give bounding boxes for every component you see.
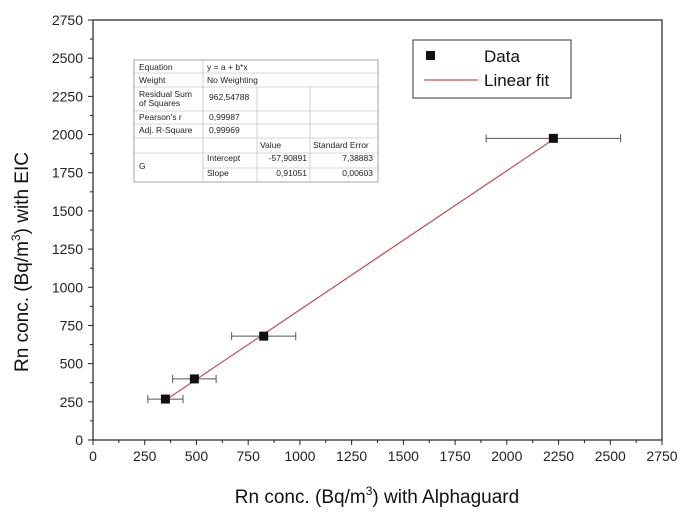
legend-fit-label: Linear fit — [484, 71, 549, 90]
fit-table-param-slope: Slope — [207, 168, 229, 178]
y-tick-label: 2500 — [52, 50, 83, 66]
fit-table-value-weight: No Weighting — [207, 75, 258, 85]
x-axis-label: Rn conc. (Bq/m3) with Alphaguard — [235, 484, 519, 508]
fit-table-label-pearson: Pearson's r — [139, 112, 182, 122]
x-tick-label: 1750 — [440, 448, 471, 464]
axes: 0 250 500 750 1000 1250 1500 1750 2000 2250 2500 27… — [52, 12, 678, 464]
legend: Data Linear fit — [412, 39, 572, 99]
x-tick-label: 0 — [89, 448, 97, 464]
y-axis-label-post: ) with EIC — [12, 152, 33, 234]
data-point — [259, 331, 269, 341]
y-tick-label: 0 — [75, 432, 83, 448]
fit-table-header-error: Standard Error — [313, 140, 369, 150]
legend-data-marker — [426, 51, 435, 60]
y-tick-label: 2250 — [52, 88, 83, 104]
fit-table-label-equation: Equation — [139, 62, 173, 72]
y-tick-label: 250 — [60, 394, 84, 410]
y-tick-label: 1000 — [52, 279, 83, 295]
x-tick-label: 2000 — [491, 448, 522, 464]
x-tick-label: 1500 — [388, 448, 419, 464]
legend-frame — [412, 39, 572, 99]
y-tick-label: 500 — [60, 356, 84, 372]
fit-statistics-table: Equation Weight Residual Sum of Squares … — [133, 59, 379, 183]
data-point — [189, 374, 199, 384]
y-tick-label: 1500 — [52, 203, 83, 219]
y-axis-label: Rn conc. (Bq/m3) with EIC — [9, 152, 33, 372]
x-tick-label: 500 — [185, 448, 209, 464]
fit-table-gridlines — [134, 60, 378, 182]
x-tick-label: 1000 — [284, 448, 315, 464]
fit-table-value-adj-r-square: 0,99969 — [209, 125, 240, 135]
data-point — [548, 133, 558, 143]
fit-table-slope-error: 0,00603 — [342, 168, 373, 178]
fit-series — [165, 138, 554, 401]
y-axis-label-sup: 3 — [9, 234, 23, 241]
fit-table-header-value: Value — [260, 140, 281, 150]
y-tick-label: 1250 — [52, 241, 83, 257]
fit-table-value-pearson: 0,99987 — [209, 112, 240, 122]
fit-table-slope-value: 0,91051 — [276, 168, 307, 178]
x-axis-label-pre: Rn conc. (Bq/m — [235, 487, 366, 508]
y-axis-label-pre: Rn conc. (Bq/m — [12, 241, 33, 372]
fit-table-frame — [133, 59, 379, 183]
legend-data-label: Data — [484, 47, 520, 66]
fit-table-label-adj-r-square: Adj. R-Square — [139, 125, 193, 135]
x-tick-label: 2750 — [646, 448, 677, 464]
fit-table-value-rss: 962,54788 — [209, 92, 249, 102]
y-tick-label: 1750 — [52, 165, 83, 181]
fit-table-group: G — [139, 161, 146, 171]
fit-table-intercept-value: -57,90891 — [269, 153, 308, 163]
fit-table-label-rss-line1: Residual Sum — [139, 89, 192, 99]
fit-table-label-rss-line2: of Squares — [139, 98, 180, 108]
x-tick-label: 2250 — [543, 448, 574, 464]
data-point — [160, 394, 170, 404]
x-tick-label: 2500 — [595, 448, 626, 464]
fit-table-label-weight: Weight — [139, 75, 166, 85]
fit-table-intercept-error: 7,38883 — [342, 153, 373, 163]
fit-table-param-intercept: Intercept — [207, 153, 241, 163]
y-tick-label: 2000 — [52, 127, 83, 143]
x-tick-label: 750 — [237, 448, 261, 464]
x-axis-label-post: ) with Alphaguard — [372, 487, 519, 508]
fit-line — [165, 138, 554, 401]
y-tick-label: 2750 — [52, 12, 83, 28]
y-tick-label: 750 — [60, 317, 84, 333]
x-tick-label: 250 — [133, 448, 157, 464]
fit-table-value-equation: y = a + b*x — [207, 62, 248, 72]
x-tick-label: 1250 — [336, 448, 367, 464]
data-series — [147, 133, 622, 404]
x-axis-label-sup: 3 — [366, 484, 373, 498]
